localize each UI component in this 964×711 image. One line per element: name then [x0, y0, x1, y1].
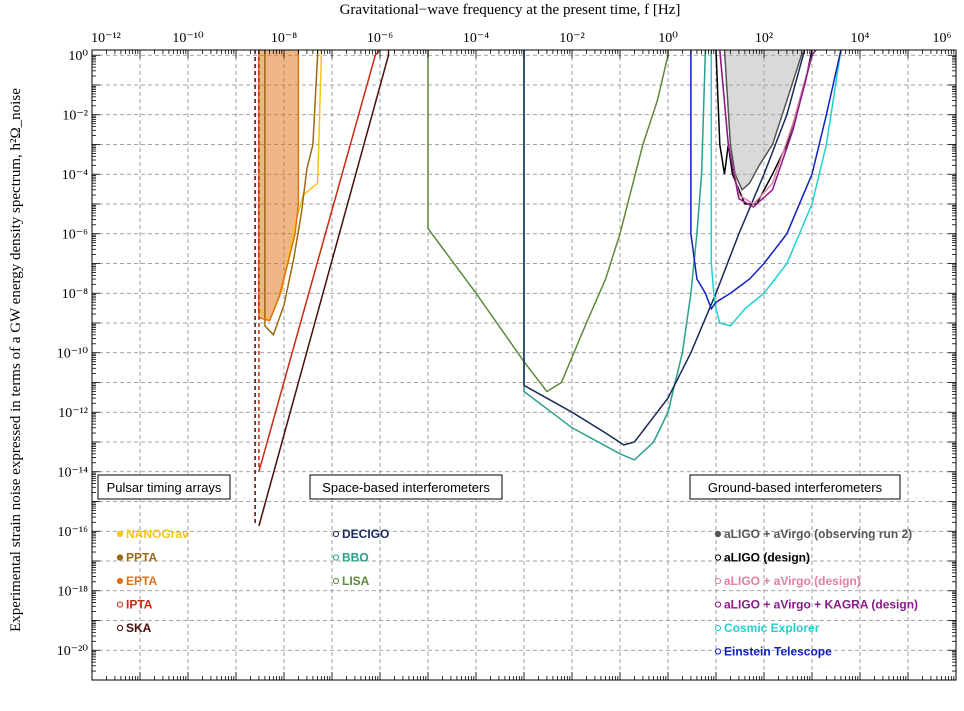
series-curves: [254, 49, 842, 527]
y-tick-label: 10⁻⁴: [62, 168, 88, 183]
y-tick-labels: 10⁰ 10⁻² 10⁻⁴ 10⁻⁶ 10⁻⁸ 10⁻¹⁰ 10⁻¹² 10⁻¹⁴ 10⁻¹⁶ 1…: [57, 49, 89, 659]
x-tick-label: 10⁻⁶: [367, 31, 393, 46]
group-box-label: Pulsar timing arrays: [107, 480, 222, 495]
x-tick-label: 10⁶: [933, 31, 952, 46]
legend-label: aLIGO (design): [724, 551, 810, 565]
x-axis-title: Gravitational−wave frequency at the pres…: [340, 2, 681, 18]
y-tick-label: 10⁻¹⁸: [58, 585, 89, 600]
legend-label: Einstein Telescope: [724, 645, 832, 659]
legend-label: SKA: [126, 621, 152, 635]
legend-marker: [332, 577, 340, 585]
legend-marker: [332, 530, 340, 538]
legend-marker: [332, 554, 340, 561]
curve-einstein-telescope: [690, 49, 842, 311]
legend-label: PPTA: [126, 551, 157, 565]
curve-lisa: [427, 50, 669, 393]
group-box-label: Ground-based interferometers: [708, 480, 883, 495]
y-tick-label: 10⁻¹⁴: [58, 466, 89, 481]
legend-marker: [714, 577, 722, 585]
group-box: [97, 474, 231, 500]
legend-marker: [714, 554, 722, 561]
curve-ipta: [258, 49, 381, 472]
x-tick-labels: 10⁻¹² 10⁻¹⁰ 10⁻⁸ 10⁻⁶ 10⁻⁴ 10⁻² 10⁰ 10² 10⁴ 10⁶: [91, 31, 951, 46]
x-tick-label: 10⁻¹⁰: [172, 31, 204, 46]
curve-nanograv: [258, 50, 323, 322]
legend-marker: [714, 648, 722, 655]
legend-label: DECIGO: [342, 527, 389, 541]
group-label-boxes: Pulsar timing arrays Space-based interfer…: [97, 474, 901, 500]
legend-label: NANOGrav: [126, 527, 189, 541]
y-tick-label: 10⁻²: [62, 109, 88, 124]
legend-marker: [116, 530, 124, 538]
legend-label: aLIGO + aVirgo (design): [724, 574, 861, 588]
legend-label: aLIGO + aVirgo + KAGRA (design): [724, 598, 918, 612]
y-tick-label: 10⁰: [68, 49, 88, 64]
x-tick-label: 10⁴: [851, 31, 870, 46]
legend-label: IPTA: [126, 598, 153, 612]
curve-bbo: [523, 49, 707, 461]
legend-marker: [714, 624, 722, 632]
curve-aligo-avirgo-observing-run-2-: [723, 49, 806, 192]
legend-label: LISA: [342, 574, 370, 588]
legend-label: BBO: [342, 551, 369, 565]
legend-label: Cosmic Explorer: [724, 621, 820, 635]
y-tick-label: 10⁻¹²: [58, 406, 88, 421]
y-tick-label: 10⁻²⁰: [57, 644, 89, 659]
legend-label: EPTA: [126, 574, 157, 588]
y-axis-title: Experimental strain noise expressed in t…: [8, 88, 24, 632]
x-tick-label: 10⁰: [658, 31, 678, 46]
y-tick-label: 10⁻¹⁶: [58, 525, 89, 540]
curve-aligo-avirgo-kagra-design-: [719, 49, 817, 208]
legend-marker: [714, 601, 722, 608]
legend-label: aLIGO + aVirgo (observing run 2): [724, 527, 912, 541]
y-tick-label: 10⁻⁸: [62, 287, 88, 302]
x-tick-label: 10⁻¹²: [91, 31, 121, 46]
legend-marker: [116, 577, 124, 585]
legend-marker: [116, 624, 124, 632]
x-tick-label: 10²: [755, 31, 773, 46]
legend-marker: [714, 530, 722, 538]
curve-epta: [258, 50, 300, 322]
group-box: [689, 474, 901, 500]
y-tick-label: 10⁻¹⁰: [57, 347, 89, 362]
y-tick-label: 10⁻⁶: [62, 228, 88, 243]
legend: NANOGrav PPTA EPTA IPTA SKA DECIGO BBO LISA aLIG…: [116, 527, 918, 659]
legend-marker: [116, 554, 124, 561]
fill-aligo-avirgo-observing-run-2-: [724, 50, 805, 190]
group-box-label: Space-based interferometers: [322, 480, 490, 495]
x-tick-label: 10⁻⁴: [463, 31, 489, 46]
legend-marker: [116, 601, 124, 608]
group-box: [309, 474, 503, 500]
curve-ska: [258, 50, 390, 527]
curve-cosmic-explorer: [710, 49, 842, 327]
tick-marks: [91, 50, 956, 681]
curve-ppta: [264, 50, 319, 337]
x-tick-label: 10⁻⁸: [271, 31, 297, 46]
curve-decigo: [523, 49, 806, 446]
x-tick-label: 10⁻²: [559, 31, 585, 46]
